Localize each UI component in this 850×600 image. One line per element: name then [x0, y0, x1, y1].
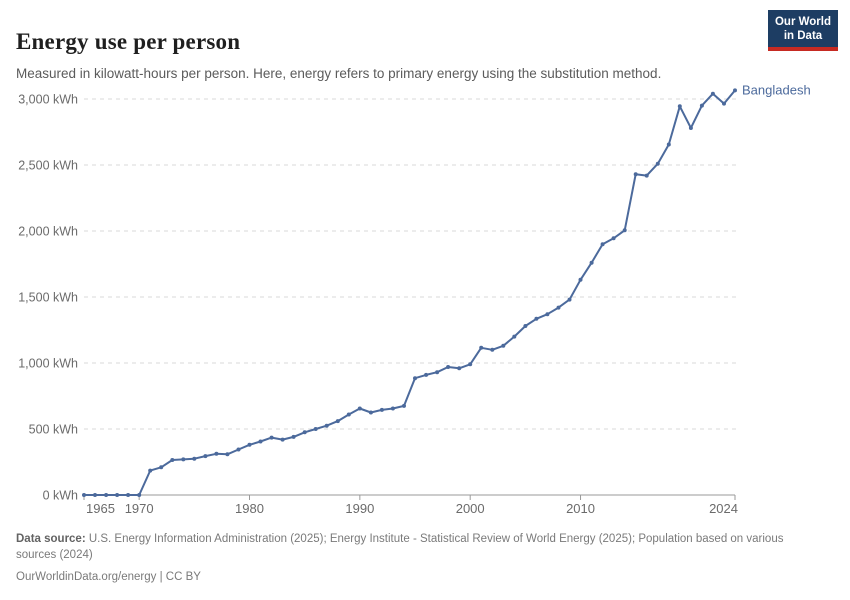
y-tick-label: 1,500 kWh — [18, 291, 78, 305]
series-line — [83, 89, 736, 496]
y-tick-label: 500 kWh — [29, 423, 78, 437]
data-point — [324, 423, 329, 428]
x-tick-label: 1980 — [235, 501, 264, 516]
x-tick-label: 1965 — [86, 501, 115, 516]
data-point — [390, 406, 395, 411]
data-point — [313, 427, 318, 431]
owid-logo-line2: in Data — [783, 30, 823, 42]
data-point — [677, 104, 682, 109]
data-point — [159, 465, 164, 470]
data-point — [335, 419, 340, 424]
data-point — [379, 407, 384, 412]
y-tick-label: 1,000 kWh — [18, 357, 78, 371]
chart-title: Energy use per person — [16, 29, 241, 55]
y-tick-label: 0 kWh — [43, 489, 78, 503]
data-point — [578, 277, 583, 282]
data-point — [181, 457, 186, 462]
data-source-text: U.S. Energy Information Administration (… — [16, 533, 784, 561]
data-point — [644, 173, 649, 178]
data-point — [666, 142, 671, 147]
data-point — [413, 376, 417, 381]
data-point — [534, 316, 539, 321]
data-point — [302, 430, 307, 435]
owid-logo-box: Our World in Data — [768, 10, 838, 47]
entity-label: Bangladesh — [742, 82, 811, 97]
data-point — [600, 242, 605, 247]
data-point — [457, 366, 462, 371]
y-tick-label: 2,500 kWh — [18, 159, 78, 173]
data-point — [435, 370, 440, 375]
chart-footer: Data source: U.S. Energy Information Adm… — [16, 531, 814, 585]
data-point — [170, 458, 175, 462]
y-tick-label: 3,000 kWh — [18, 93, 78, 107]
data-point — [93, 493, 97, 497]
data-point — [357, 406, 362, 411]
data-point — [258, 439, 263, 444]
data-point — [512, 334, 517, 339]
data-point — [633, 172, 638, 177]
data-point — [622, 228, 627, 233]
x-tick-label: 2010 — [566, 501, 595, 516]
data-point — [567, 297, 572, 302]
data-point — [247, 442, 252, 447]
data-point — [611, 236, 616, 241]
x-tick-label: 1970 — [125, 501, 154, 516]
data-point — [269, 435, 274, 440]
data-point — [655, 161, 660, 166]
data-point — [104, 493, 109, 497]
owid-logo-line1: Our World — [774, 16, 831, 28]
data-point — [699, 103, 704, 108]
data-point — [214, 451, 219, 456]
data-point — [501, 343, 506, 348]
data-point — [722, 101, 726, 106]
data-point — [137, 493, 142, 497]
owid-logo-red-bar — [768, 47, 838, 51]
data-point — [710, 91, 715, 96]
data-point — [468, 362, 473, 367]
data-point — [733, 88, 737, 93]
data-source-line: Data source: U.S. Energy Information Adm… — [16, 531, 814, 563]
data-point — [479, 345, 484, 350]
owid-license-link[interactable]: OurWorldinData.org/energy | CC BY — [16, 571, 201, 583]
data-point — [346, 412, 351, 417]
x-tick-label: 2000 — [456, 501, 485, 516]
data-point — [236, 447, 241, 452]
data-point — [225, 452, 230, 457]
data-point — [280, 437, 285, 442]
y-tick-label: 2,000 kWh — [18, 225, 78, 239]
data-point — [82, 493, 86, 497]
data-point — [291, 434, 296, 439]
data-point — [203, 454, 208, 459]
data-point — [126, 493, 131, 497]
chart-subtitle: Measured in kilowatt-hours per person. H… — [16, 65, 662, 81]
data-point — [115, 493, 120, 497]
data-point — [490, 347, 495, 352]
x-tick-label: 1990 — [345, 501, 374, 516]
owid-logo: Our World in Data — [768, 10, 838, 51]
data-point — [368, 410, 373, 415]
x-tick-label: 2024 — [709, 501, 738, 516]
data-point — [556, 305, 561, 310]
data-point — [148, 468, 153, 473]
data-point — [402, 403, 406, 408]
data-point — [424, 372, 429, 377]
data-point — [545, 312, 550, 317]
data-point — [688, 126, 693, 130]
data-point — [523, 324, 528, 328]
data-point — [446, 365, 451, 369]
data-point — [192, 456, 197, 461]
data-point — [589, 260, 594, 265]
data-source-label: Data source: — [16, 533, 86, 545]
